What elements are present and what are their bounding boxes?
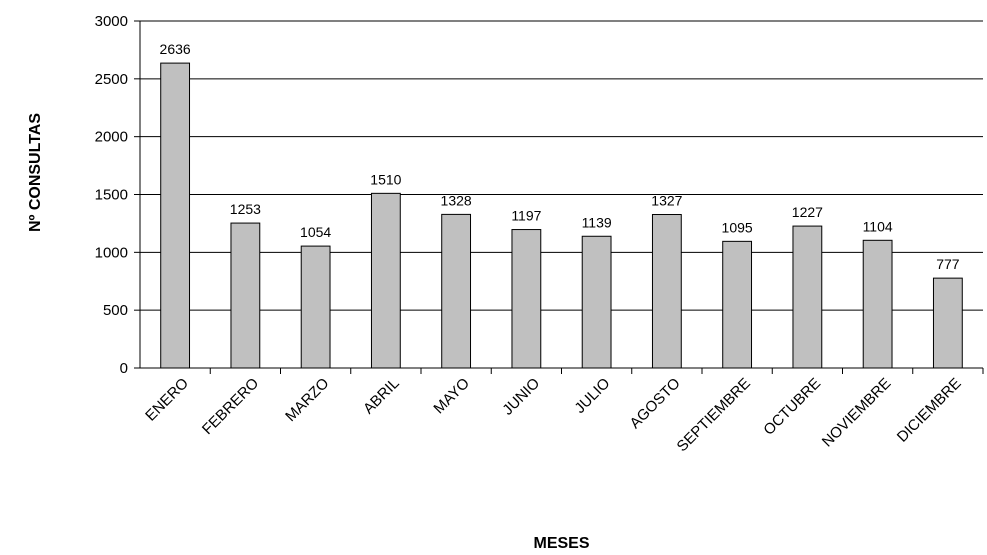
bar [651, 214, 682, 369]
x-tick-label: MARZO [282, 375, 332, 425]
x-tick-label: AGOSTO [626, 375, 683, 432]
bar [792, 225, 823, 369]
y-axis-title: Nº CONSULTAS [27, 113, 44, 232]
x-tick-label: OCTUBRE [760, 375, 824, 439]
bar [441, 213, 472, 369]
gridlines [140, 20, 983, 311]
data-label: 1104 [863, 218, 893, 234]
data-label: 2636 [160, 41, 191, 57]
data-label: 1510 [370, 171, 401, 187]
bar [932, 277, 963, 369]
x-tick-label: DICIEMBRE [894, 375, 965, 446]
data-label: 1227 [792, 204, 823, 220]
y-tick-label: 0 [120, 360, 128, 377]
data-label: 1197 [511, 208, 541, 224]
data-label: 1327 [651, 193, 682, 209]
data-label: 777 [936, 256, 960, 272]
bar [300, 245, 331, 369]
x-tick-label: SEPTIEMBRE [674, 375, 754, 455]
data-label: 1328 [441, 192, 472, 208]
y-tick-label: 3000 [95, 13, 128, 30]
y-tick-label: 2000 [95, 129, 128, 146]
bar [160, 62, 191, 369]
bar [370, 192, 401, 369]
x-tick-label: ABRIL [360, 375, 403, 418]
y-tick-label: 1500 [95, 187, 128, 204]
bar [722, 240, 753, 369]
data-labels: 2636 1253 1054 1510 1328 1197 1139 1327 1095 1227… [160, 41, 960, 272]
x-tick-label: FEBRERO [199, 375, 262, 438]
data-label: 1139 [582, 214, 612, 230]
bar [862, 239, 893, 369]
data-label: 1253 [230, 201, 261, 217]
bar [230, 222, 261, 369]
data-label: 1095 [722, 219, 753, 235]
bars [160, 62, 963, 369]
x-tick-label: JUNIO [499, 375, 543, 419]
y-tick-label: 500 [103, 302, 128, 319]
y-tick-label: 2500 [95, 71, 128, 88]
x-tick-label: JULIO [571, 375, 613, 417]
bar [511, 229, 542, 369]
x-axis-ticks: ENERO FEBRERO MARZO ABRIL MAYO JUNIO JULIO AGOS… [142, 368, 984, 455]
x-tick-label: NOVIEMBRE [819, 375, 895, 451]
x-tick-label: MAYO [430, 375, 472, 417]
y-axis-ticks: 0 500 1000 1500 2000 2500 3000 [95, 13, 140, 377]
x-tick-label: ENERO [142, 375, 192, 425]
bar [581, 235, 612, 369]
x-axis-title: MESES [533, 535, 589, 552]
y-tick-label: 1000 [95, 244, 128, 261]
data-label: 1054 [300, 224, 331, 240]
